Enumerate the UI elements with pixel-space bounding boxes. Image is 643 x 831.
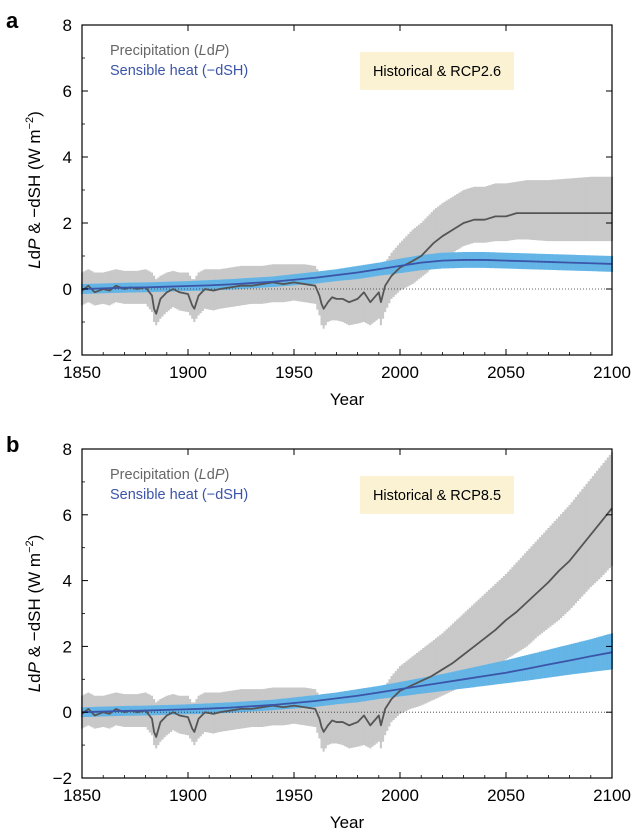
x-tick-label: 2100 [593,786,631,805]
legend-text: Precipitation ( [110,43,199,59]
x-tick-label: 2000 [381,363,419,382]
x-tick-label: 1950 [275,786,313,805]
y-tick-label: 8 [63,440,72,459]
y-tick-label: 0 [63,703,72,722]
y-tick-label: 8 [63,16,72,35]
y-label-part: P [25,661,44,673]
legend-text: Precipitation ( [110,467,199,483]
series-line-precipitation [81,212,612,315]
x-tick-label: 2050 [487,363,525,382]
legend-sensible-heat: Sensible heat (−dSH) [110,487,248,503]
series-line-sensible-heat [81,651,613,714]
scenario-label: Historical & RCP8.5 [373,488,501,504]
y-label-part: & −dSH (W m [25,129,44,238]
y-label-part: ) [25,535,44,541]
y-tick-label: −2 [53,346,72,365]
legend-text: P [215,43,225,59]
legend-text: ) [224,43,229,59]
y-tick-label: −2 [53,769,72,788]
band-strokes [80,176,614,329]
x-tick-label: 1850 [63,786,101,805]
y-axis-label: LdP & −dSH (W m−2) [24,111,44,269]
x-tick-label: 1950 [275,363,313,382]
x-tick-label: 2050 [487,786,525,805]
y-tick-label: 4 [63,148,72,167]
x-tick-label: 2000 [381,786,419,805]
x-tick-label: 1850 [63,363,101,382]
x-tick-label: 1900 [169,786,207,805]
y-label-part: d [25,250,44,259]
y-label-part: d [25,673,44,682]
scenario-label: Historical & RCP2.6 [373,64,501,80]
scenario-box [360,52,514,90]
y-label-part: −2 [24,540,36,553]
y-label-part: ) [25,111,44,117]
y-tick-label: 2 [63,214,72,233]
y-tick-label: 6 [63,82,72,101]
panel-label: b [6,432,19,457]
panel-label: a [6,8,19,33]
y-label-part: L [25,683,44,692]
y-axis-label: LdP & −dSH (W m−2) [24,535,44,693]
legend-precipitation: Precipitation (LdP) [110,43,229,59]
series-band-precipitation [80,176,614,329]
legend-text: L [199,467,207,483]
panel-a: a 1850 1900 1950 2000 2050 2100 −2 0 2 4 6 8 Year LdP … [6,8,631,409]
y-label-part: L [25,259,44,268]
series-line-precipitation [81,507,613,738]
y-label-part: −2 [24,117,36,130]
y-tick-label: 0 [63,280,72,299]
legend-text: Sensible heat (−dSH) [110,63,248,79]
y-tick-label: 6 [63,506,72,525]
scenario-box [360,476,514,514]
x-tick-label: 1900 [169,363,207,382]
y-tick-label: 2 [63,637,72,656]
legend-text: ) [224,467,229,483]
legend-text: Sensible heat (−dSH) [110,487,248,503]
x-tick-label: 2100 [593,363,631,382]
y-label-part: P [25,238,44,250]
legend-text: L [199,43,207,59]
panel-b: b 1850 1900 1950 2000 2050 2100 −2 0 2 4 6 8 Year LdP … [6,432,631,831]
y-label-part: & −dSH (W m [25,553,44,662]
x-axis-label: Year [330,390,365,409]
y-tick-label: 4 [63,572,72,591]
legend-sensible-heat: Sensible heat (−dSH) [110,63,248,79]
legend-text: d [207,43,215,59]
legend-text: d [207,467,215,483]
legend-text: P [215,467,225,483]
legend-precipitation: Precipitation (LdP) [110,467,229,483]
x-axis-label: Year [330,813,365,831]
series-line-sensible-heat [81,259,613,290]
